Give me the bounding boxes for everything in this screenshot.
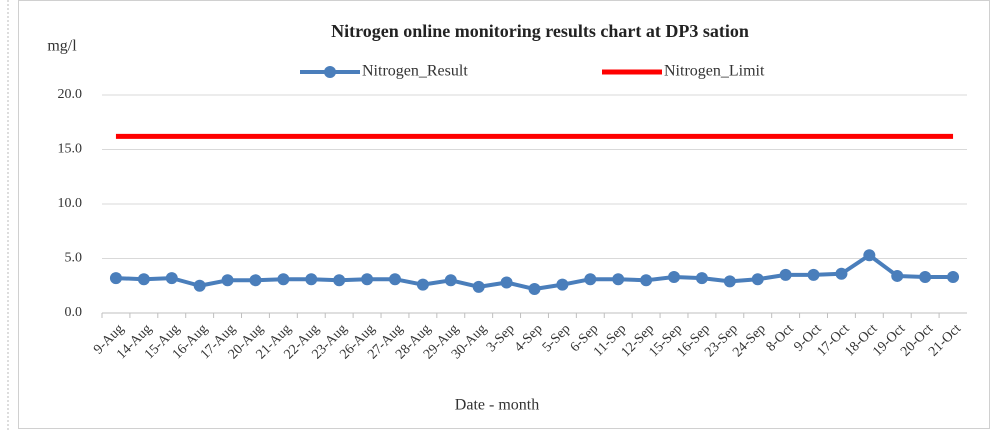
legend-label: Nitrogen_Result xyxy=(362,63,468,80)
x-tick-label: 5-Sep xyxy=(540,321,574,355)
y-tick-label: 5.0 xyxy=(65,251,83,266)
data-point xyxy=(695,272,708,285)
data-point xyxy=(249,274,262,287)
y-axis-label: mg/l xyxy=(47,38,77,55)
x-tick-label: 21-Oct xyxy=(926,321,964,359)
data-point xyxy=(333,274,346,287)
data-point xyxy=(444,274,457,287)
data-point xyxy=(723,275,736,288)
y-tick-label: 0.0 xyxy=(65,305,83,320)
data-point xyxy=(863,249,876,262)
data-point xyxy=(835,267,848,280)
x-tick-label: 4-Sep xyxy=(512,321,546,355)
legend-label: Nitrogen_Limit xyxy=(664,63,765,80)
data-point xyxy=(556,278,569,291)
legend-marker xyxy=(324,66,336,78)
data-point xyxy=(221,274,234,287)
y-tick-label: 15.0 xyxy=(58,142,83,157)
data-point xyxy=(361,273,374,286)
data-point xyxy=(500,276,513,289)
data-point xyxy=(919,271,932,284)
data-point xyxy=(388,273,401,286)
data-point xyxy=(277,273,290,286)
data-point xyxy=(668,271,681,284)
data-point xyxy=(109,272,122,285)
data-point xyxy=(584,273,597,286)
data-point xyxy=(472,280,485,293)
data-point xyxy=(137,273,150,286)
data-point xyxy=(779,268,792,281)
chart-title: Nitrogen online monitoring results chart… xyxy=(331,21,749,41)
chart-border xyxy=(18,0,990,429)
data-point xyxy=(640,274,653,287)
data-point xyxy=(528,283,541,296)
data-point xyxy=(193,279,206,292)
data-point xyxy=(305,273,318,286)
data-point xyxy=(165,272,178,285)
data-point xyxy=(612,273,625,286)
y-tick-label: 10.0 xyxy=(58,196,83,211)
data-point xyxy=(891,269,904,282)
x-axis-label: Date - month xyxy=(455,397,539,414)
data-point xyxy=(416,278,429,291)
data-point xyxy=(947,271,960,284)
x-tick-label: 8-Oct xyxy=(764,321,797,354)
x-tick-label: 3-Sep xyxy=(484,321,518,355)
y-tick-label: 20.0 xyxy=(58,87,83,102)
data-point xyxy=(751,273,764,286)
data-point xyxy=(807,268,820,281)
